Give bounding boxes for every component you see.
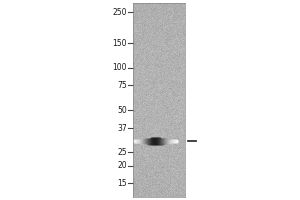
Text: 20: 20 <box>117 161 127 170</box>
Text: kDa: kDa <box>110 0 126 2</box>
Text: 37: 37 <box>117 124 127 133</box>
Text: 25: 25 <box>117 148 127 157</box>
Text: 100: 100 <box>112 63 127 72</box>
Text: 75: 75 <box>117 81 127 90</box>
Text: 250: 250 <box>112 8 127 17</box>
Text: 15: 15 <box>117 179 127 188</box>
Text: 50: 50 <box>117 106 127 115</box>
Text: 150: 150 <box>112 39 127 48</box>
